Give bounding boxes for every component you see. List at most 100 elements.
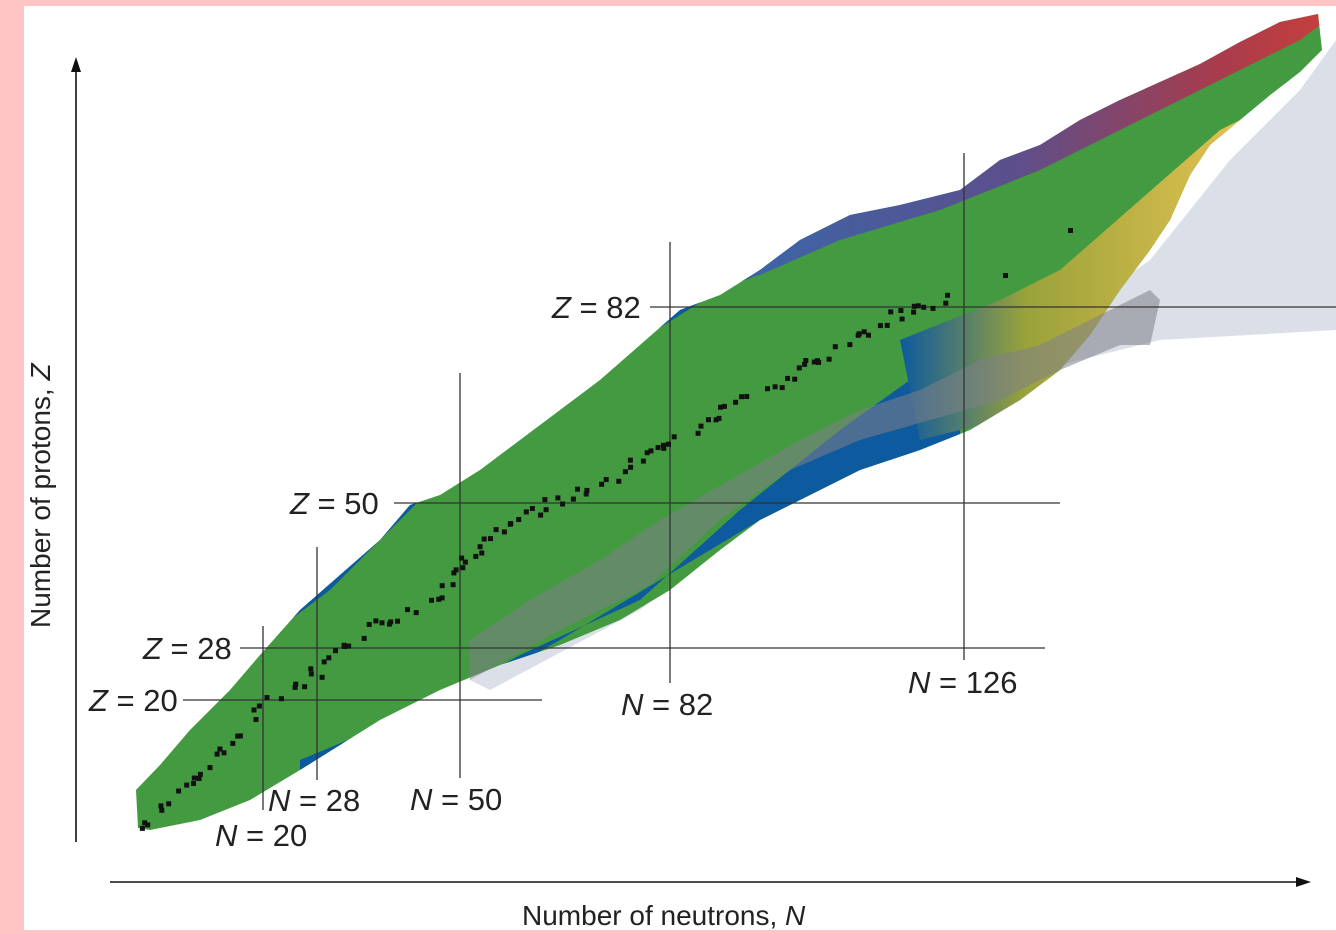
stable-isotope-14 bbox=[217, 746, 223, 752]
stable-isotope-59 bbox=[488, 536, 493, 542]
stable-isotope-97 bbox=[733, 399, 739, 405]
stable-isotope-41 bbox=[387, 621, 392, 627]
label-n20: N = 20 bbox=[215, 818, 307, 853]
stable-isotope-106 bbox=[802, 361, 808, 367]
x-axis-label: Number of neutrons, N bbox=[522, 900, 806, 931]
stable-isotope-108 bbox=[811, 359, 817, 365]
stable-isotope-36 bbox=[361, 635, 367, 641]
stable-isotope-131 bbox=[1068, 228, 1073, 233]
stable-isotope-129 bbox=[945, 292, 950, 298]
stable-isotope-81 bbox=[627, 457, 633, 463]
stable-isotope-71 bbox=[560, 501, 566, 507]
stable-isotope-83 bbox=[644, 450, 650, 456]
stable-isotope-9 bbox=[191, 775, 197, 781]
stable-isotope-79 bbox=[622, 469, 628, 475]
stable-isotope-92 bbox=[706, 417, 711, 423]
stable-isotope-17 bbox=[235, 733, 241, 739]
stable-isotope-52 bbox=[460, 565, 466, 571]
stable-isotope-1 bbox=[142, 820, 148, 826]
stable-isotope-77 bbox=[603, 477, 609, 482]
stable-isotope-123 bbox=[911, 303, 917, 309]
stable-isotope-19 bbox=[253, 717, 259, 722]
stable-isotope-112 bbox=[832, 344, 838, 350]
stable-isotope-115 bbox=[856, 331, 862, 337]
stable-isotope-82 bbox=[640, 458, 646, 464]
stable-isotope-43 bbox=[405, 607, 410, 613]
stable-isotope-87 bbox=[661, 442, 666, 448]
stable-isotope-27 bbox=[308, 671, 314, 677]
stable-isotope-91 bbox=[698, 423, 704, 429]
stable-isotope-16 bbox=[230, 740, 236, 746]
stable-isotope-30 bbox=[321, 659, 327, 665]
label-z28: Z = 28 bbox=[142, 631, 232, 666]
stable-isotope-101 bbox=[772, 384, 778, 390]
stable-isotope-20 bbox=[251, 707, 257, 713]
stable-isotope-89 bbox=[671, 434, 677, 440]
stable-isotope-75 bbox=[584, 487, 590, 493]
stable-isotope-22 bbox=[264, 695, 270, 700]
stable-isotope-24 bbox=[293, 681, 299, 687]
stable-isotope-18 bbox=[237, 733, 243, 739]
stable-isotope-63 bbox=[507, 521, 513, 527]
stable-isotope-26 bbox=[302, 684, 308, 690]
stable-isotope-76 bbox=[599, 481, 605, 487]
stable-isotope-98 bbox=[739, 394, 744, 400]
label-z20: Z = 20 bbox=[88, 683, 178, 718]
nuclide-band bbox=[136, 14, 1322, 830]
stable-isotope-116 bbox=[861, 329, 867, 335]
label-z82: Z = 82 bbox=[551, 290, 641, 325]
stable-isotope-53 bbox=[459, 555, 465, 561]
stable-isotope-7 bbox=[184, 782, 190, 788]
stable-isotope-66 bbox=[529, 506, 535, 511]
stable-isotope-68 bbox=[543, 507, 549, 513]
stable-isotope-31 bbox=[326, 655, 332, 661]
stable-isotope-74 bbox=[583, 491, 589, 497]
stable-isotope-47 bbox=[439, 595, 445, 601]
stable-isotope-65 bbox=[523, 509, 529, 515]
stable-isotope-61 bbox=[501, 529, 507, 535]
label-n28: N = 28 bbox=[268, 783, 360, 818]
stable-isotope-6 bbox=[176, 788, 182, 794]
label-n50: N = 50 bbox=[410, 782, 502, 817]
stable-isotope-29 bbox=[319, 674, 325, 680]
stable-isotope-80 bbox=[628, 464, 634, 470]
stable-isotope-34 bbox=[342, 644, 348, 649]
stable-isotope-110 bbox=[816, 360, 822, 365]
stable-isotope-86 bbox=[661, 445, 667, 451]
stable-isotope-12 bbox=[207, 765, 213, 771]
stable-isotope-60 bbox=[493, 527, 499, 533]
stable-isotope-64 bbox=[516, 517, 522, 522]
stable-isotope-15 bbox=[221, 750, 227, 756]
stable-isotope-88 bbox=[666, 441, 671, 447]
label-n126: N = 126 bbox=[908, 665, 1017, 700]
stable-isotope-38 bbox=[373, 618, 379, 624]
stable-isotope-95 bbox=[718, 404, 723, 410]
stable-isotope-21 bbox=[256, 703, 262, 709]
stable-isotope-56 bbox=[477, 544, 483, 550]
stable-isotope-113 bbox=[847, 342, 853, 348]
stable-isotope-55 bbox=[473, 553, 479, 559]
stable-isotope-57 bbox=[479, 550, 485, 556]
stable-isotope-67 bbox=[538, 512, 544, 518]
stable-isotope-119 bbox=[884, 322, 890, 328]
stable-isotope-90 bbox=[695, 430, 701, 436]
stable-isotope-105 bbox=[796, 365, 802, 371]
x-axis-arrow bbox=[1296, 877, 1311, 887]
stable-isotope-96 bbox=[721, 403, 727, 409]
stable-isotope-69 bbox=[542, 497, 548, 503]
stable-isotope-51 bbox=[453, 567, 459, 573]
stable-isotope-122 bbox=[898, 308, 904, 313]
stable-isotope-10 bbox=[197, 771, 203, 777]
stable-isotope-5 bbox=[166, 801, 172, 807]
stable-isotope-13 bbox=[214, 751, 220, 757]
y-axis-arrow bbox=[71, 57, 81, 72]
stable-isotope-117 bbox=[866, 332, 871, 338]
stable-isotope-44 bbox=[413, 610, 419, 616]
stable-isotope-49 bbox=[450, 582, 456, 588]
label-n82: N = 82 bbox=[621, 687, 713, 722]
stable-isotope-120 bbox=[888, 309, 894, 315]
stable-isotope-111 bbox=[826, 356, 832, 362]
r-process-path bbox=[470, 290, 1160, 680]
magic-labels: Z = 82 Z = 50 Z = 28 Z = 20 N = 28 N = 2… bbox=[88, 290, 1017, 853]
stable-isotope-78 bbox=[616, 478, 622, 484]
